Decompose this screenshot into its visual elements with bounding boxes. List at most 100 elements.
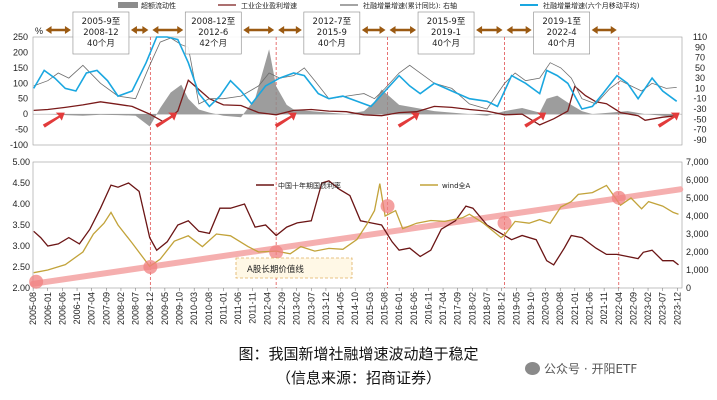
- cycle-arrow-head: [130, 26, 137, 34]
- value-line-label: A股长期价值线: [247, 264, 304, 275]
- trough-arrow: [42, 112, 65, 128]
- cycle-marker: [497, 215, 512, 230]
- legend-swatch: [118, 2, 138, 8]
- cycle-annotation-text: 40个月: [318, 39, 346, 49]
- x-tick-label: 2011-11: [248, 292, 258, 324]
- cycle-annotation-text: 40个月: [548, 39, 576, 49]
- tick-label-right: 3,000: [686, 229, 709, 239]
- cycle-marker: [29, 274, 44, 289]
- series-industrial-profit-line: [33, 79, 677, 126]
- cycle-annotation-text: 2012-6: [198, 28, 228, 38]
- x-tick-label: 2007-09: [101, 292, 111, 325]
- legend-label: 社融增量增速(六个月移动平均): [543, 1, 640, 10]
- cycle-annotation-box: [303, 11, 361, 55]
- tick-label-right: -30: [693, 104, 706, 114]
- cycle-arrow-head: [268, 26, 275, 34]
- x-tick-label: 2016-06: [409, 292, 419, 325]
- tick-label-right: 110: [693, 32, 707, 42]
- cycle-annotation-box: [72, 11, 130, 55]
- bottom-plot-frame: [32, 161, 683, 289]
- x-tick-label: 2009-10: [175, 292, 185, 325]
- x-tick-label: 2017-09: [453, 292, 463, 325]
- caption-title: 图：我国新增社融增速波动趋于稳定: [238, 345, 479, 363]
- x-tick-label: 2010-03: [189, 292, 199, 325]
- cycle-marker: [269, 245, 284, 260]
- cycle-arrow-head: [506, 26, 513, 34]
- cycle-arrow-head: [243, 26, 250, 34]
- tick-label-right: 7,000: [686, 157, 709, 167]
- x-tick-label: 2017-04: [438, 292, 448, 325]
- tick-label-left: 200: [13, 47, 28, 57]
- x-tick-label: 2018-07: [482, 292, 492, 325]
- x-tick-label: 2016-11: [423, 292, 433, 324]
- x-tick-label: 2015-03: [365, 292, 375, 325]
- cycle-arrow-head: [278, 26, 285, 34]
- cycle-arrow-head: [389, 26, 396, 34]
- x-tick-label: 2015-08: [379, 292, 389, 325]
- tick-label-left: 4.00: [12, 199, 30, 209]
- tick-label-right: 2,000: [686, 247, 709, 257]
- x-tick-label: 2006-11: [72, 292, 82, 324]
- legend-label: 中国十年期国债利率: [278, 181, 341, 190]
- x-tick-label: 2012-09: [277, 292, 287, 325]
- legend-label: 社融增量增速(累计同比): 右轴: [363, 1, 457, 10]
- wechat-icon: [525, 362, 540, 375]
- tick-label-right: 0: [686, 283, 691, 293]
- cycle-annotation-text: 2022-4: [547, 28, 577, 38]
- x-tick-label: 2011-06: [233, 292, 243, 324]
- cycle-annotation-text: 40个月: [432, 39, 460, 49]
- cycle-annotation-text: 40个月: [87, 39, 115, 49]
- trough-arrow: [155, 112, 178, 128]
- cycle-annotation-text: 2008-12至: [191, 17, 236, 27]
- tick-label-left: 100: [13, 78, 28, 88]
- tick-label-right: 30: [695, 73, 705, 83]
- watermark: 公众号 · 开阳ETF: [525, 360, 637, 377]
- series-excess-liquidity-area: [33, 49, 677, 127]
- tick-label-right: 1,000: [686, 265, 709, 275]
- x-tick-label: 2018-12: [497, 292, 507, 325]
- x-tick-label: 2021-06: [584, 292, 594, 325]
- tick-label-right: -70: [693, 125, 706, 135]
- cycle-arrow-head: [525, 26, 532, 34]
- cycle-arrow-head: [64, 26, 71, 34]
- cycle-arrow-head: [45, 26, 52, 34]
- x-tick-label: 2008-02: [116, 292, 126, 325]
- tick-label-right: 5,000: [686, 193, 709, 203]
- x-tick-label: 2006-06: [57, 292, 67, 325]
- tick-label-left: 0: [23, 109, 28, 119]
- tick-label-right: 4,000: [686, 211, 709, 221]
- x-tick-label: 2007-04: [87, 292, 97, 325]
- cycle-annotation-text: 2019-1至: [542, 17, 581, 27]
- tick-label-right: 6,000: [686, 175, 709, 185]
- x-tick-label: 2020-03: [541, 292, 551, 325]
- axis-unit-label: %: [35, 26, 43, 36]
- cycle-arrow-head: [177, 26, 184, 34]
- tick-label-left: 3.50: [12, 220, 30, 230]
- cycle-annotation-text: 2015-9: [317, 28, 347, 38]
- x-tick-label: 2022-04: [614, 292, 624, 325]
- cycle-arrow-head: [591, 26, 598, 34]
- cycle-arrow-head: [476, 26, 483, 34]
- tick-label-left: 2.00: [12, 283, 30, 293]
- series-tsf-ma6-line: [33, 36, 678, 110]
- cycle-arrow-head: [295, 26, 302, 34]
- x-tick-label: 2020-08: [555, 292, 565, 325]
- tick-label-left: -100: [10, 140, 28, 150]
- trough-arrow: [397, 112, 420, 128]
- cycle-arrow-head: [142, 26, 149, 34]
- tick-label-right: -10: [693, 94, 706, 104]
- x-tick-label: 2008-12: [145, 292, 155, 325]
- cycle-annotation-box: [184, 11, 242, 55]
- x-tick-label: 2019-05: [511, 292, 521, 325]
- cycle-annotation-box: [533, 11, 590, 55]
- cycle-arrow-head: [379, 26, 386, 34]
- x-tick-label: 2018-02: [467, 292, 477, 325]
- tick-label-right: 70: [695, 53, 705, 63]
- cycle-annotation-text: 42个月: [199, 39, 227, 49]
- x-tick-label: 2016-01: [394, 292, 404, 325]
- tick-label-left: 3.00: [12, 241, 30, 251]
- series-10y-yield-line: [33, 180, 679, 266]
- x-tick-label: 2011-01: [218, 292, 228, 324]
- cycle-arrow-head: [361, 26, 368, 34]
